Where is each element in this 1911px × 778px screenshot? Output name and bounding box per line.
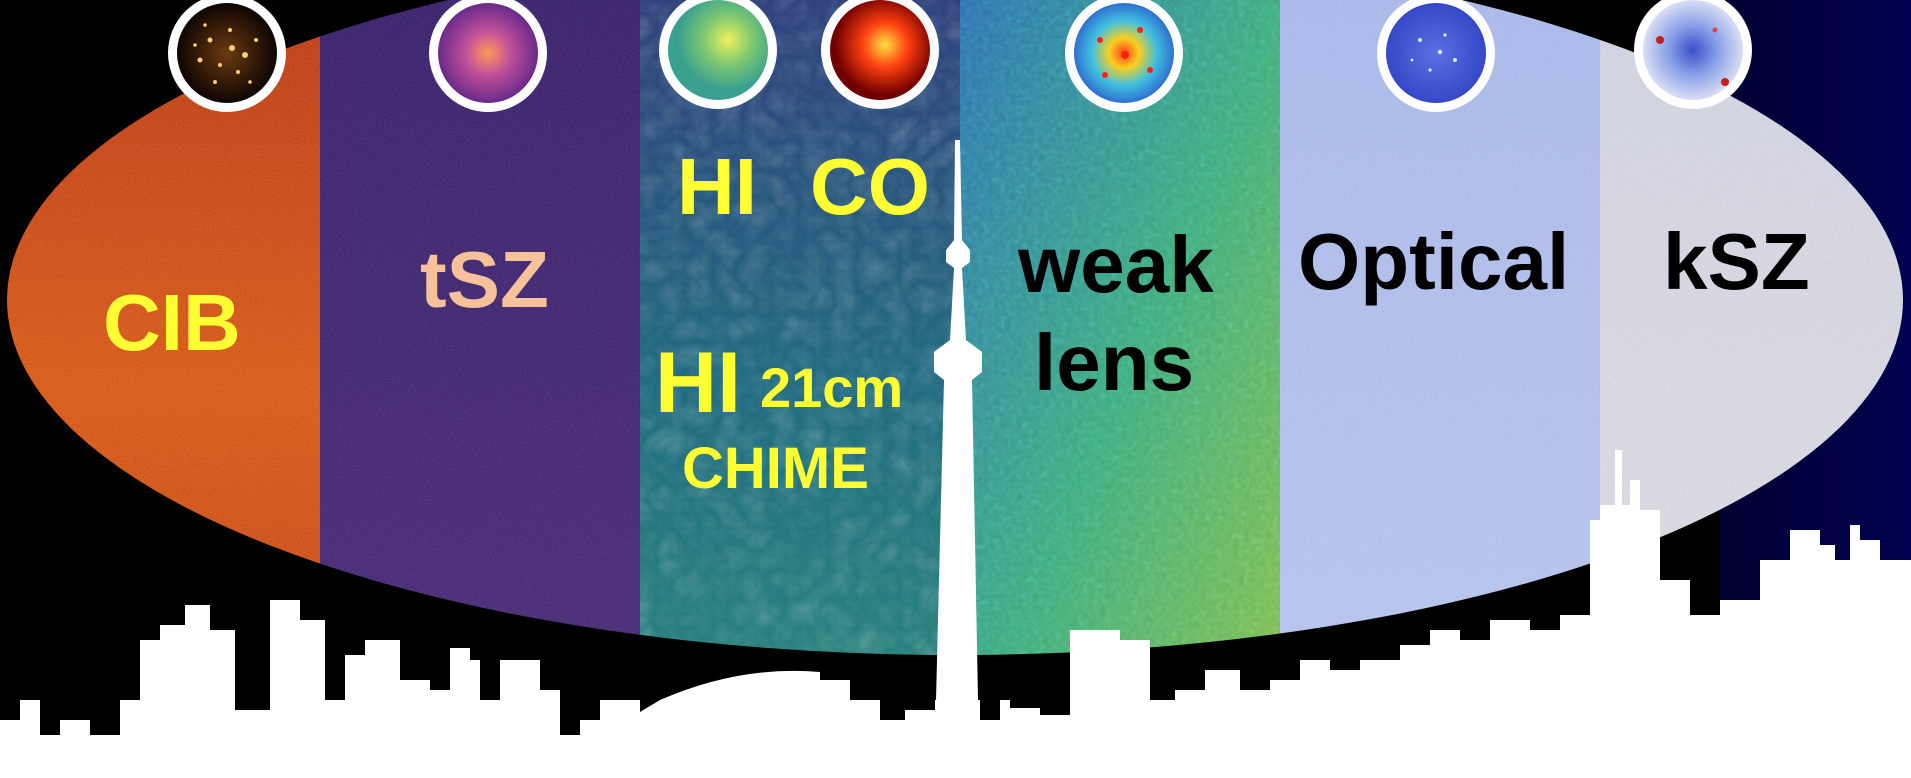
ksz-label: kSZ <box>1663 217 1810 306</box>
weak-label: weak <box>1018 220 1214 309</box>
21cm-label: 21cm <box>760 356 904 419</box>
optical-inset <box>1377 0 1495 112</box>
tsz-cluster-inset <box>429 0 547 112</box>
optical-label: Optical <box>1298 217 1570 306</box>
chime-label: CHIME <box>682 436 869 501</box>
cib-label: CIB <box>103 278 241 367</box>
panel-optical <box>1280 0 1602 655</box>
insets <box>168 0 1752 112</box>
galaxy-cluster-inset <box>168 0 286 112</box>
lens-label: lens <box>1034 318 1195 407</box>
hi-21cm-label: HI <box>655 335 741 431</box>
co-label: CO <box>810 142 930 231</box>
hi-label: HI <box>677 142 757 231</box>
cn-tower <box>934 140 982 700</box>
panel-hi-co <box>640 0 962 655</box>
toronto-skyline <box>0 140 1911 778</box>
lensing-inset <box>1065 0 1183 112</box>
ksz-inset <box>1634 0 1752 109</box>
tsz-label: tSZ <box>420 235 549 324</box>
panel-weak-lens <box>960 0 1282 655</box>
co-inset <box>821 0 939 109</box>
hi-inset <box>659 0 777 109</box>
